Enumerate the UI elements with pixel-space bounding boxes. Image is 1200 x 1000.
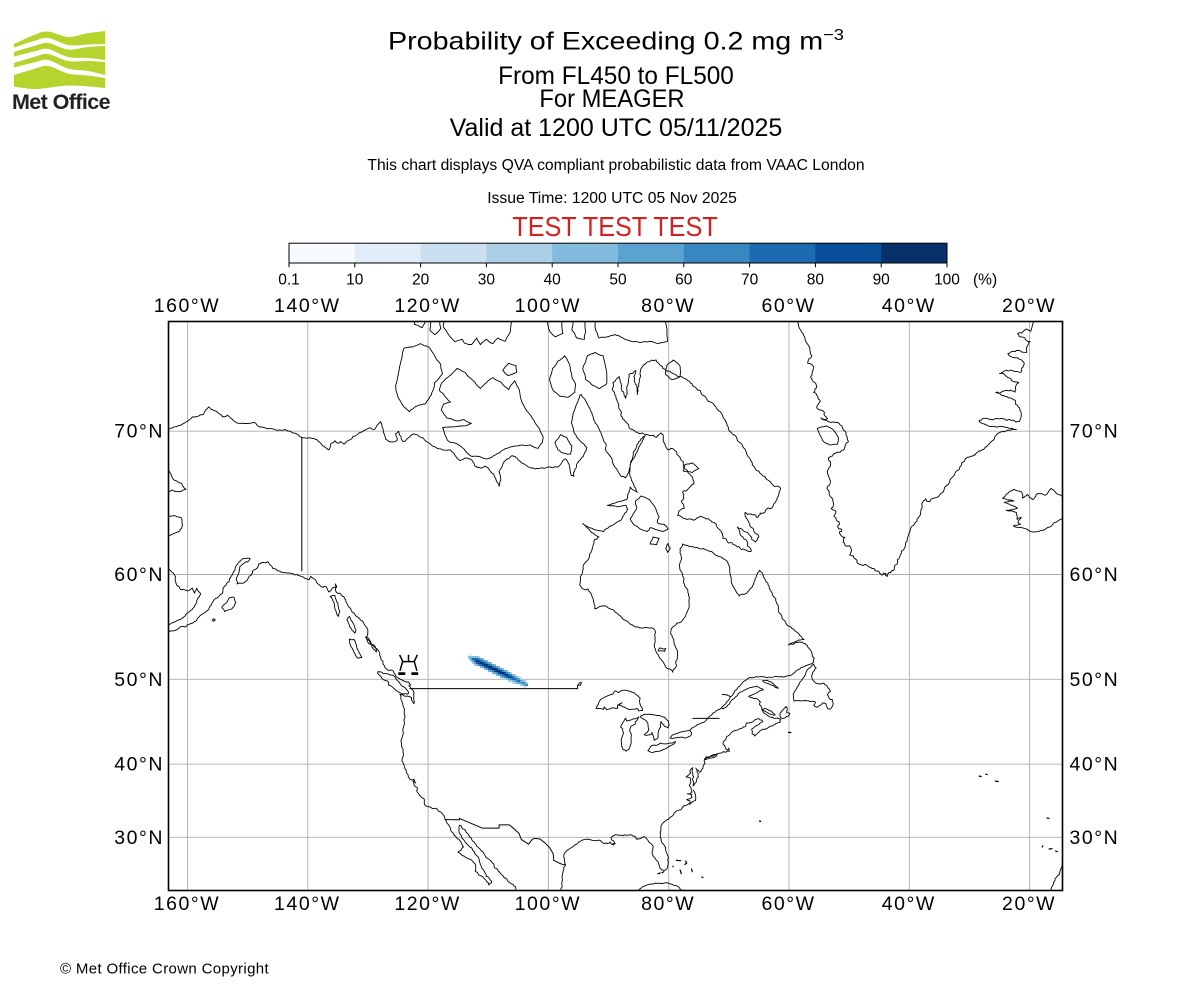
svg-text:20°W: 20°W — [1002, 295, 1056, 317]
svg-text:30°N: 30°N — [114, 827, 164, 849]
svg-text:60: 60 — [675, 272, 693, 289]
svg-text:160°W: 160°W — [154, 893, 221, 915]
svg-text:40°W: 40°W — [882, 295, 936, 317]
svg-text:50°N: 50°N — [114, 669, 164, 691]
svg-text:100: 100 — [934, 272, 960, 289]
svg-text:40°N: 40°N — [114, 754, 164, 776]
svg-text:80°W: 80°W — [641, 295, 695, 317]
svg-text:60°N: 60°N — [114, 564, 164, 586]
svg-text:90: 90 — [873, 272, 891, 289]
svg-text:80: 80 — [807, 272, 825, 289]
svg-text:60°W: 60°W — [761, 295, 815, 317]
svg-text:10: 10 — [346, 272, 364, 289]
svg-text:160°W: 160°W — [154, 295, 221, 317]
svg-text:140°W: 140°W — [274, 893, 341, 915]
svg-text:20: 20 — [412, 272, 430, 289]
svg-text:40°W: 40°W — [882, 893, 936, 915]
svg-text:(%): (%) — [973, 272, 997, 289]
svg-text:80°W: 80°W — [641, 893, 695, 915]
svg-text:40: 40 — [544, 272, 562, 289]
svg-text:© Met Office Crown Copyright: © Met Office Crown Copyright — [60, 961, 269, 978]
svg-text:100°W: 100°W — [515, 893, 582, 915]
svg-text:30°N: 30°N — [1070, 827, 1120, 849]
svg-text:0.1: 0.1 — [278, 272, 300, 289]
svg-text:140°W: 140°W — [274, 295, 341, 317]
svg-text:70°N: 70°N — [114, 421, 164, 443]
svg-text:Met Office: Met Office — [12, 90, 111, 114]
svg-text:120°W: 120°W — [394, 295, 461, 317]
svg-text:70°N: 70°N — [1070, 421, 1120, 443]
svg-text:50°N: 50°N — [1070, 669, 1120, 691]
svg-text:20°W: 20°W — [1002, 893, 1056, 915]
svg-text:120°W: 120°W — [394, 893, 461, 915]
svg-text:40°N: 40°N — [1070, 754, 1120, 776]
svg-text:60°N: 60°N — [1070, 564, 1120, 586]
svg-text:50: 50 — [609, 272, 627, 289]
svg-text:100°W: 100°W — [515, 295, 582, 317]
svg-text:60°W: 60°W — [761, 893, 815, 915]
svg-text:70: 70 — [741, 272, 759, 289]
svg-text:30: 30 — [478, 272, 496, 289]
